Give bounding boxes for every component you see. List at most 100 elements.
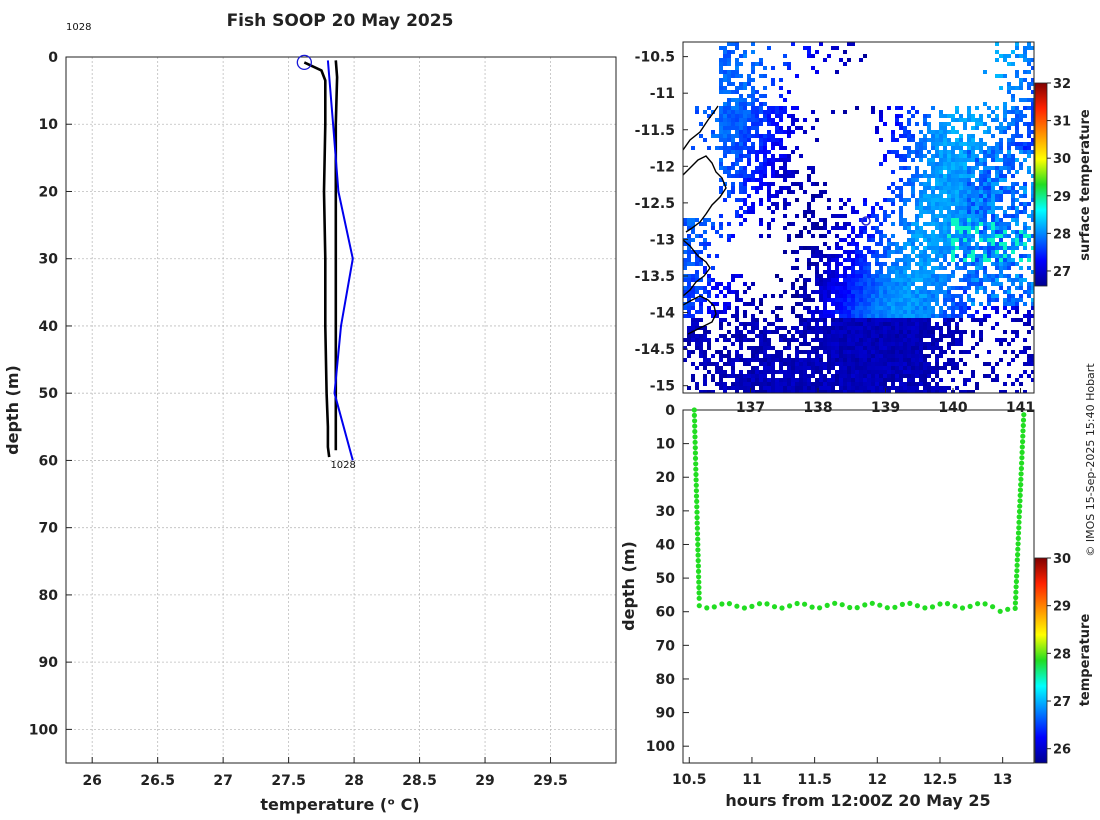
sst-cell [931, 222, 935, 226]
sst-cell [999, 194, 1003, 198]
sst-cell [895, 346, 899, 350]
sst-cell [823, 294, 827, 298]
sst-cell [695, 310, 699, 314]
sst-cell [875, 358, 879, 362]
sst-cell [691, 374, 695, 378]
sst-cell [879, 234, 883, 238]
sst-cell [859, 374, 863, 378]
sst-cell [995, 158, 999, 162]
sst-cell [791, 250, 795, 254]
sst-cell [899, 374, 903, 378]
sst-cell [903, 218, 907, 222]
sst-cell [803, 334, 807, 338]
sst-cell [719, 378, 723, 382]
sst-cell [991, 230, 995, 234]
sst-cell [987, 278, 991, 282]
sst-cell [739, 102, 743, 106]
sst-cell [755, 370, 759, 374]
sst-cell [795, 278, 799, 282]
sst-cell [999, 138, 1003, 142]
sst-cell [751, 346, 755, 350]
sst-cell [827, 278, 831, 282]
sst-cell [779, 294, 783, 298]
sst-cell [799, 358, 803, 362]
sst-cell [899, 358, 903, 362]
sst-cell [995, 42, 999, 46]
sst-cell [939, 174, 943, 178]
sst-cell [995, 222, 999, 226]
sst-cell [755, 358, 759, 362]
sst-cell [1015, 158, 1019, 162]
sst-cell [867, 234, 871, 238]
sst-cell [699, 350, 703, 354]
sst-cell [743, 202, 747, 206]
sst-cell [739, 354, 743, 358]
sst-cell [1023, 314, 1027, 318]
sst-cell [967, 142, 971, 146]
sst-cell [871, 210, 875, 214]
sst-cell [903, 266, 907, 270]
sst-cell [943, 294, 947, 298]
sst-cell [927, 310, 931, 314]
sst-cell [895, 322, 899, 326]
sst-cell [1023, 202, 1027, 206]
sst-cell [855, 254, 859, 258]
sst-cell [771, 82, 775, 86]
sst-cell [859, 266, 863, 270]
sst-cell [795, 118, 799, 122]
sst-cell [691, 290, 695, 294]
timeseries-point [695, 547, 701, 553]
sst-cell [951, 274, 955, 278]
sst-cell [1031, 138, 1034, 142]
sst-cell [851, 210, 855, 214]
sst-cell [763, 370, 767, 374]
sst-cell [739, 186, 743, 190]
sst-cell [1015, 390, 1019, 393]
sst-cell [955, 158, 959, 162]
sst-cell [775, 390, 779, 393]
timeseries-point [756, 601, 763, 607]
sst-cell [871, 370, 875, 374]
sst-cell [839, 302, 843, 306]
sst-cell [939, 338, 943, 342]
sst-cell [951, 114, 955, 118]
sst-cell [883, 154, 887, 158]
sst-cell [875, 310, 879, 314]
sst-cell [995, 146, 999, 150]
sst-cell [739, 134, 743, 138]
sst-cell [687, 342, 691, 346]
sst-cell [955, 222, 959, 226]
sst-cell [871, 302, 875, 306]
sst-cell [727, 150, 731, 154]
sst-cell [907, 262, 911, 266]
sst-cell [795, 258, 799, 262]
sst-cell [919, 198, 923, 202]
sst-cell [955, 210, 959, 214]
sst-cell [807, 390, 811, 393]
sst-cell [851, 326, 855, 330]
map-x-tick-label: 141 [1006, 400, 1035, 416]
sst-cell [751, 70, 755, 74]
sst-cell [795, 346, 799, 350]
sst-cell [727, 374, 731, 378]
sst-cell [731, 186, 735, 190]
sst-cell [771, 370, 775, 374]
sst-cell [947, 238, 951, 242]
sst-cell [971, 278, 975, 282]
sst-cell [843, 350, 847, 354]
sst-cell [995, 230, 999, 234]
sst-cell [963, 390, 967, 393]
sst-cell [799, 182, 803, 186]
sst-cell [927, 254, 931, 258]
sst-cell [1003, 106, 1007, 110]
sst-cell [867, 374, 871, 378]
sst-cell [931, 278, 935, 282]
timeseries-point [691, 412, 698, 418]
timeseries-point [692, 455, 699, 461]
sst-cell [995, 378, 999, 382]
sst-cell [875, 290, 879, 294]
sst-cell [755, 114, 759, 118]
profile-line-upcast [334, 60, 339, 451]
sst-cell [927, 366, 931, 370]
sst-cell [863, 378, 867, 382]
